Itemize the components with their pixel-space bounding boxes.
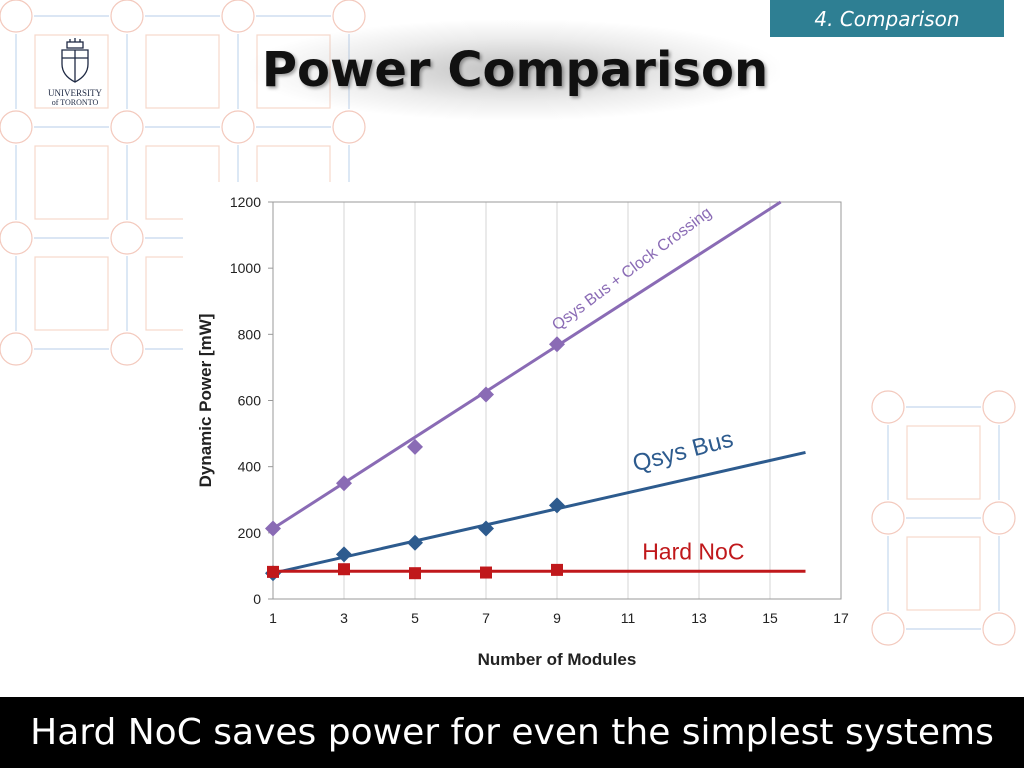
x-tick-label: 3	[340, 610, 348, 626]
y-tick-label: 1000	[230, 260, 261, 276]
x-axis-title: Number of Modules	[478, 650, 637, 669]
footer-caption: Hard NoC saves power for even the simple…	[0, 697, 1024, 768]
bg-node	[0, 221, 33, 255]
data-point-qsys-bus	[549, 497, 565, 514]
x-tick-label: 13	[691, 610, 707, 626]
y-axis-title: Dynamic Power [mW]	[196, 314, 215, 488]
chart-panel: 1 3 5 7 9 11 13 15 17 0 200 400 600 800 1000 1200 Number…	[183, 182, 865, 692]
bg-node	[982, 501, 1016, 535]
bg-tile	[34, 145, 109, 220]
x-tick-label: 7	[482, 610, 490, 626]
data-point-qsys-bus	[478, 520, 494, 537]
bg-node	[110, 0, 144, 33]
y-tick-label: 200	[238, 525, 262, 541]
bg-tile	[906, 536, 981, 611]
bg-node	[0, 110, 33, 144]
y-tick-label: 400	[238, 459, 262, 475]
bg-node	[0, 332, 33, 366]
x-tick-label: 17	[833, 610, 849, 626]
bg-node	[871, 612, 905, 646]
series-label: Qsys Bus	[630, 426, 736, 478]
data-point-qsys-bus	[407, 534, 423, 551]
bg-tile	[145, 34, 220, 109]
y-tick-label: 600	[238, 393, 262, 409]
bg-node	[110, 110, 144, 144]
bg-node	[982, 612, 1016, 646]
bg-tile	[34, 34, 109, 109]
data-point-hard-noc	[551, 563, 563, 576]
x-tick-label: 5	[411, 610, 419, 626]
x-tick-label: 15	[762, 610, 778, 626]
bg-tile	[906, 425, 981, 500]
bg-node	[221, 0, 255, 33]
chart-series-labels: Qsys Bus + Clock Crossing Qsys Bus Hard No…	[549, 204, 744, 564]
chart-series	[265, 200, 806, 582]
x-tick-label: 1	[269, 610, 277, 626]
bg-tile	[34, 256, 109, 331]
data-point-qsys-bus-clock-crossing	[549, 336, 565, 353]
bg-node	[871, 501, 905, 535]
bg-node	[221, 110, 255, 144]
data-point-qsys-bus-clock-crossing	[336, 475, 352, 492]
bg-node	[110, 221, 144, 255]
slide-title: Power Comparison	[261, 42, 769, 98]
university-crest-logo	[61, 38, 89, 83]
y-tick-label: 0	[253, 591, 261, 607]
data-point-qsys-bus-clock-crossing	[478, 386, 494, 403]
bg-node	[982, 390, 1016, 424]
data-point-qsys-bus	[336, 546, 352, 563]
data-point-qsys-bus-clock-crossing	[265, 520, 281, 537]
bg-node	[871, 390, 905, 424]
x-tick-label: 9	[553, 610, 561, 626]
trend-line-qsys-bus-clock-crossing	[272, 200, 782, 530]
data-point-hard-noc	[480, 566, 492, 579]
data-point-hard-noc	[267, 565, 279, 578]
series-label: Qsys Bus + Clock Crossing	[549, 204, 715, 334]
trend-line-qsys-bus	[272, 450, 806, 575]
data-point-hard-noc	[409, 567, 421, 580]
data-point-qsys-bus-clock-crossing	[407, 438, 423, 455]
y-tick-label: 800	[238, 326, 262, 342]
bg-node	[0, 0, 33, 33]
series-label: Hard NoC	[642, 538, 744, 564]
data-point-hard-noc	[338, 563, 350, 576]
chart-axes: 1 3 5 7 9 11 13 15 17020040060080010001200Number…	[196, 194, 849, 669]
y-tick-label: 1200	[230, 194, 261, 210]
bg-node	[110, 332, 144, 366]
power-comparison-chart: 1 3 5 7 9 11 13 15 17020040060080010001200Number…	[196, 194, 849, 669]
university-name: UNIVERSITY of TORONTO	[48, 88, 102, 107]
section-tag: 4. Comparison	[770, 0, 1004, 37]
title-wrap: Power Comparison	[250, 20, 780, 120]
x-tick-label: 11	[621, 610, 636, 626]
